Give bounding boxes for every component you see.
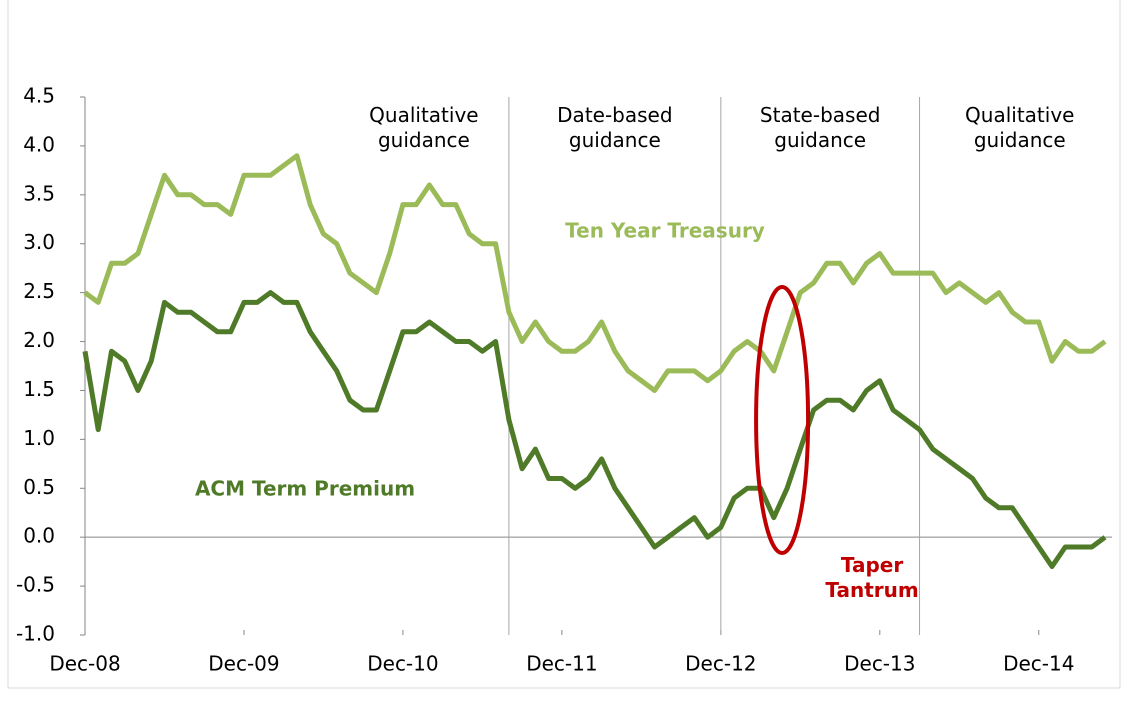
- y-tick-label: 4.5: [23, 84, 55, 108]
- period-label: Qualitative guidance: [369, 103, 479, 152]
- x-tick-label: Dec-08: [49, 652, 120, 676]
- y-tick-label: -0.5: [16, 573, 55, 597]
- x-tick-label: Dec-12: [685, 652, 756, 676]
- y-tick-label: 1.0: [23, 426, 55, 450]
- x-tick-label: Dec-13: [844, 652, 915, 676]
- y-tick-label: 2.5: [23, 279, 55, 303]
- y-tick-label: 0.5: [23, 475, 55, 499]
- series-line: [82, 290, 1107, 569]
- period-label: Date-based guidance: [557, 103, 673, 152]
- period-label: State-based guidance: [759, 103, 881, 152]
- x-tick-label: Dec-10: [367, 652, 438, 676]
- annotation-ellipse: [754, 285, 811, 555]
- period-label: Qualitative guidance: [965, 103, 1075, 152]
- x-tick-label: Dec-09: [208, 652, 279, 676]
- x-tick-label: Dec-11: [526, 652, 597, 676]
- y-tick-label: 2.0: [23, 328, 55, 352]
- y-tick-label: -1.0: [16, 622, 55, 646]
- series-label: Ten Year Treasury: [565, 219, 765, 243]
- y-tick-label: 1.5: [23, 377, 55, 401]
- series-line: [83, 153, 1107, 393]
- y-tick-label: 4.0: [23, 132, 55, 156]
- chart-border: [7, 0, 1121, 689]
- series-label: ACM Term Premium: [195, 477, 415, 501]
- y-tick-label: 0.0: [23, 524, 55, 548]
- annotation-label: Taper Tantrum: [825, 553, 919, 602]
- x-tick-label: Dec-14: [1003, 652, 1074, 676]
- y-tick-label: 3.5: [23, 181, 55, 205]
- y-tick-label: 3.0: [23, 230, 55, 254]
